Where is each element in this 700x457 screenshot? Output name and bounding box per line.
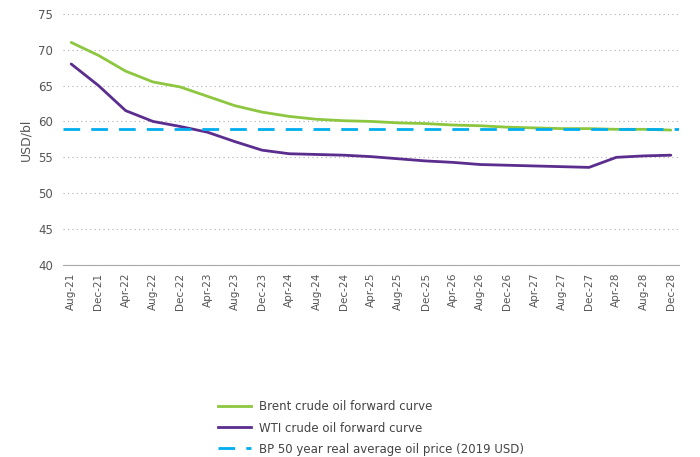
- Legend: Brent crude oil forward curve, WTI crude oil forward curve, BP 50 year real aver: Brent crude oil forward curve, WTI crude…: [214, 396, 528, 457]
- Y-axis label: USD/bl: USD/bl: [20, 118, 33, 160]
